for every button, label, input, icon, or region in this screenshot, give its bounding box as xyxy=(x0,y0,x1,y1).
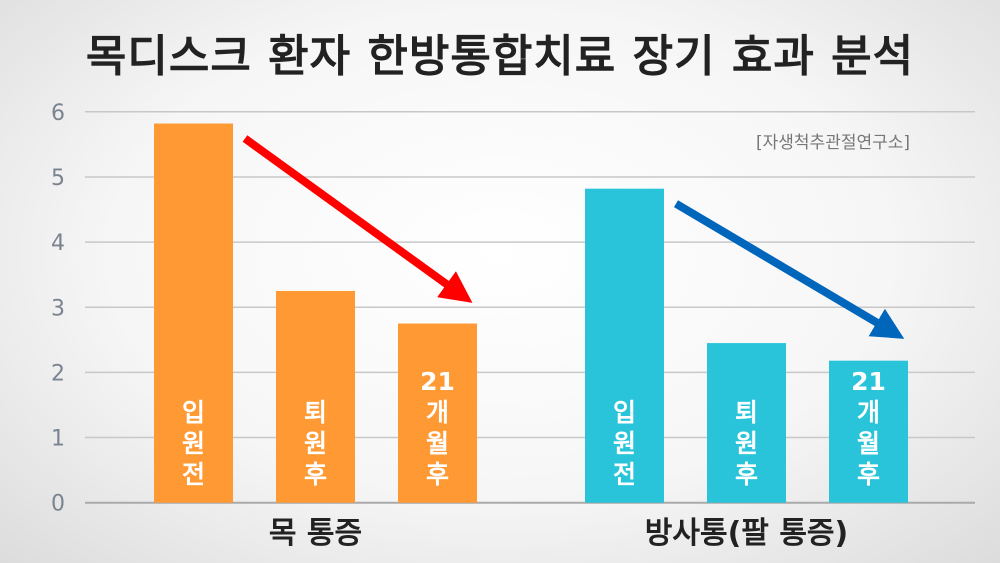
y-tick-label: 5 xyxy=(51,166,65,191)
y-tick-label: 1 xyxy=(51,427,65,452)
y-tick-label: 4 xyxy=(51,231,65,256)
y-tick-label: 3 xyxy=(51,296,65,321)
y-tick-label: 0 xyxy=(51,492,65,517)
source-label: [자생척추관절연구소] xyxy=(756,133,911,153)
bar xyxy=(829,360,908,503)
trend-arrow xyxy=(673,200,905,339)
bar-label: 퇴원후 xyxy=(734,398,758,489)
bar-label: 21개월후 xyxy=(420,367,455,489)
bar-label: 입원전 xyxy=(181,398,205,489)
bar-label: 입원전 xyxy=(612,398,636,489)
bar xyxy=(707,343,786,503)
bar xyxy=(585,188,664,503)
bar-label: 21개월후 xyxy=(851,367,886,489)
bar xyxy=(276,290,355,503)
y-tick-label: 6 xyxy=(51,101,65,126)
bar xyxy=(154,123,233,503)
x-category-label: 방사통(팔 통증) xyxy=(645,516,848,551)
x-category-label: 목 통증 xyxy=(269,516,362,551)
bar-label: 퇴원후 xyxy=(303,398,327,489)
bar xyxy=(398,323,477,503)
chart-title: 목디스크 환자 한방통합치료 장기 효과 분석 xyxy=(85,31,915,82)
y-tick-label: 2 xyxy=(51,361,65,386)
trend-arrow xyxy=(242,135,473,303)
